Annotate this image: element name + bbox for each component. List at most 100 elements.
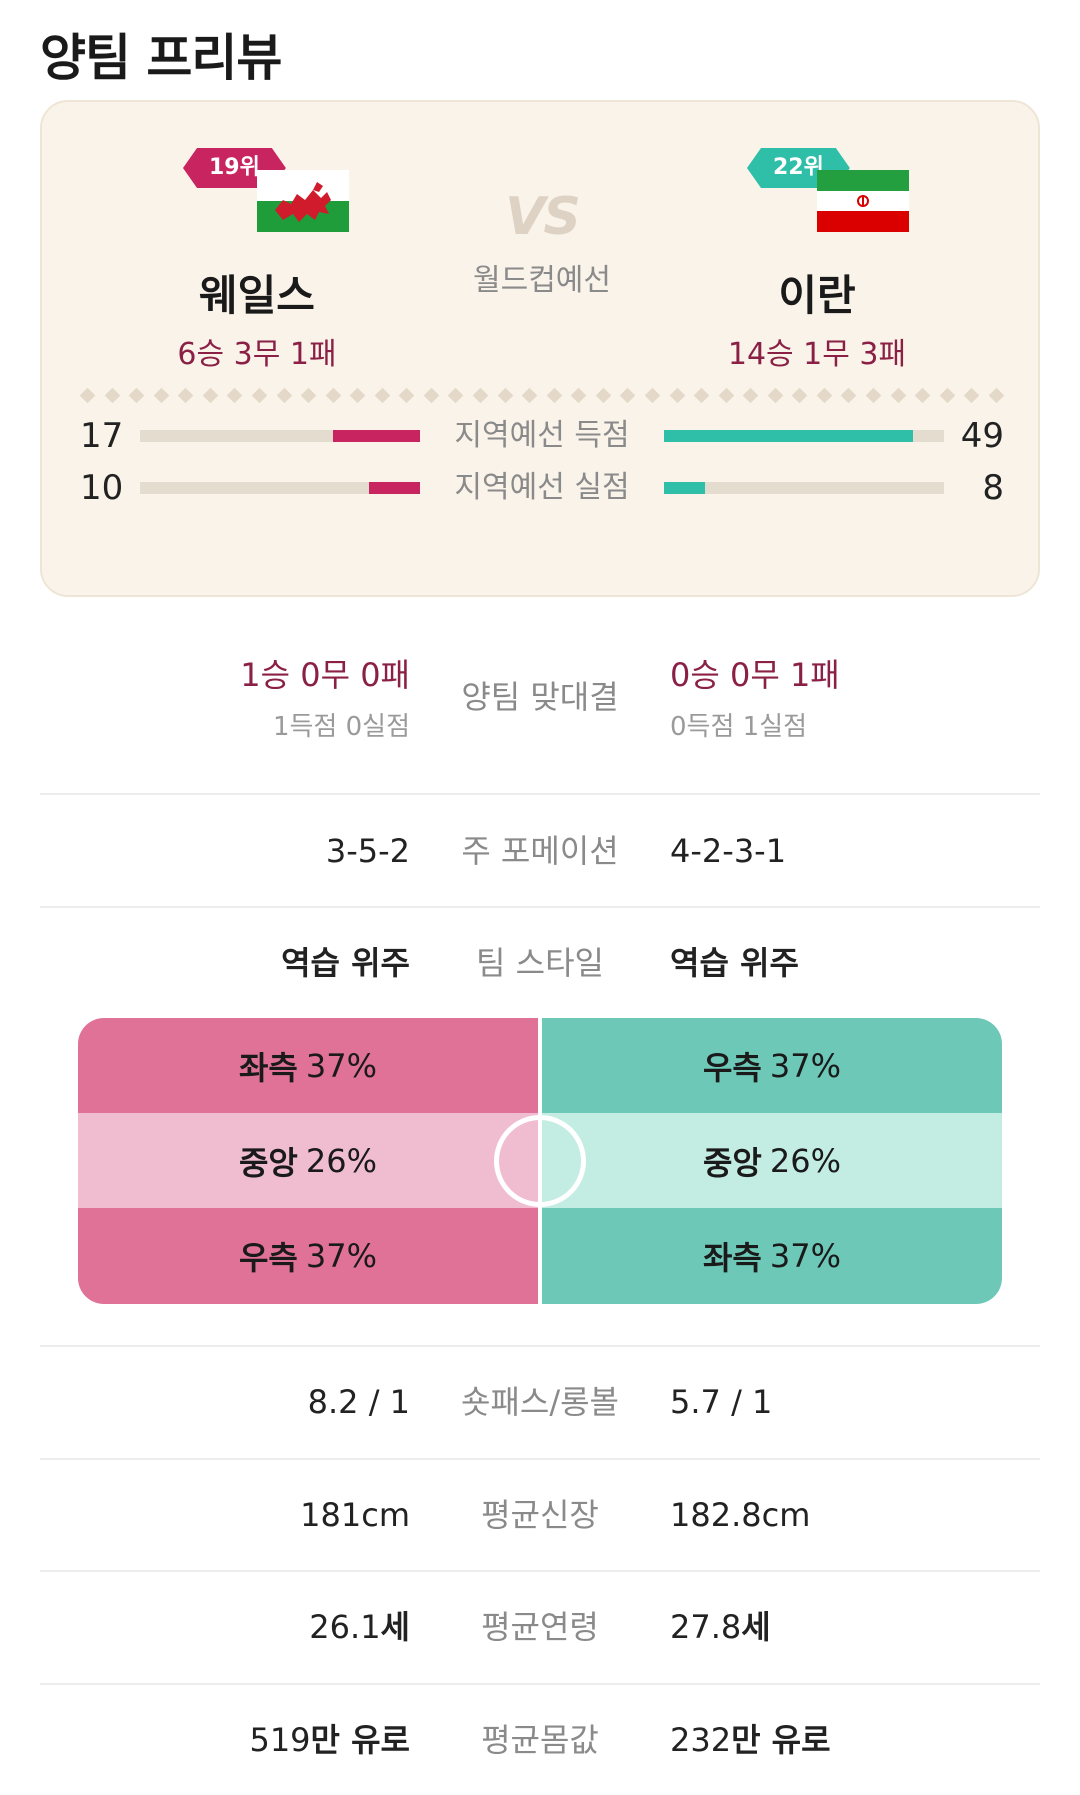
divider-diamond — [546, 387, 562, 403]
home-formation: 3-5-2 — [325, 832, 410, 870]
attack-direction-pitch: 좌측 37% 중앙 26% 우측 37% 우측 37% 중앙 26% 좌측 37% — [78, 1018, 1002, 1304]
away-style: 역습 위주 — [670, 944, 799, 982]
iran-flag-icon — [817, 170, 909, 232]
home-avg-height: 181cm — [300, 1496, 410, 1534]
avg-age-label: 평균연령 — [481, 1608, 599, 1646]
avg-value-label: 평균몸값 — [481, 1721, 599, 1759]
zone-name: 좌측 — [702, 1239, 762, 1277]
formation-row: 3-5-2 주 포메이션 4-2-3-1 — [0, 821, 1080, 881]
divider-diamond — [644, 387, 661, 403]
divider-diamond — [497, 387, 513, 403]
divider — [40, 1570, 1040, 1572]
away-team-record: 14승 1무 3패 — [727, 337, 907, 372]
zone-name: 중앙 — [238, 1143, 298, 1182]
qual-goals-against-label: 지역예선 실점 — [454, 470, 630, 505]
match-preview-card: 19위 웨일스 6승 3무 1패 VS 월드컵예선 22위 이란 — [40, 100, 1040, 597]
zone-pct: 26% — [305, 1141, 377, 1180]
divider-diamond — [914, 387, 931, 403]
head-to-head-row: 1승 0무 0패 1득점 0실점 양팀 맞대결 0승 0무 1패 0득점 1실점 — [0, 650, 1080, 760]
avg-value-row: 519만 유로 평균몸값 232만 유로 — [0, 1710, 1080, 1770]
zone-pct: 37% — [305, 1046, 377, 1085]
divider — [40, 1458, 1040, 1460]
zone-pct: 26% — [769, 1141, 841, 1180]
page-title: 양팀 프리뷰 — [40, 29, 282, 87]
team-style-row: 역습 위주 팀 스타일 역습 위주 — [0, 933, 1080, 993]
avg-height-row: 181cm 평균신장 182.8cm — [0, 1485, 1080, 1545]
home-team-name: 웨일스 — [199, 271, 315, 320]
avg-age-row: 26.1세 평균연령 27.8세 — [0, 1597, 1080, 1657]
avg-height-label: 평균신장 — [481, 1496, 599, 1534]
competition-label: 월드컵예선 — [473, 263, 611, 298]
short-long-row: 8.2 / 1 숏패스/롱볼 5.7 / 1 — [0, 1372, 1080, 1432]
divider-diamond — [399, 387, 415, 403]
divider-diamond — [841, 387, 857, 403]
divider-diamond — [177, 387, 194, 403]
divider-diamond — [890, 387, 906, 403]
zone-pct: 37% — [305, 1237, 377, 1275]
divider — [40, 1345, 1040, 1347]
divider-diamond — [963, 387, 980, 403]
home-avg-value-number: 519 — [249, 1721, 311, 1759]
home-avg-age-unit: 세 — [380, 1608, 410, 1646]
divider-diamond — [693, 387, 710, 403]
qual-goals-for-row: 17 지역예선 득점 49 — [42, 412, 1042, 460]
away-goals-against-fill — [664, 482, 705, 494]
away-attack-zone: 중앙 26% — [542, 1113, 1002, 1208]
decorative-divider — [79, 387, 1005, 403]
home-avg-value-unit: 만 유로 — [310, 1721, 410, 1759]
home-h2h-record: 1승 0무 0패 — [240, 656, 410, 694]
away-team-name: 이란 — [778, 271, 856, 320]
zone-name: 우측 — [238, 1239, 298, 1277]
divider-diamond — [202, 387, 219, 403]
divider-diamond — [448, 387, 464, 403]
home-qual-goals-against: 10 — [80, 468, 124, 508]
home-short-long: 8.2 / 1 — [307, 1383, 410, 1421]
h2h-label: 양팀 맞대결 — [461, 678, 619, 716]
away-team: 22위 이란 14승 1무 3패 — [667, 142, 967, 373]
home-goals-against-fill — [369, 482, 420, 494]
divider-diamond — [570, 387, 587, 403]
away-avg-value: 232만 유로 — [670, 1710, 970, 1770]
divider-diamond — [521, 387, 538, 403]
divider-diamond — [865, 387, 882, 403]
away-h2h-goals: 0득점 1실점 — [670, 712, 808, 742]
zone-name: 중앙 — [702, 1143, 762, 1182]
vs-block: VS 월드컵예선 — [442, 187, 642, 299]
away-qual-goals-against: 8 — [982, 468, 1004, 508]
divider — [40, 1683, 1040, 1685]
away-attack-half: 우측 37% 중앙 26% 좌측 37% — [542, 1018, 1002, 1304]
away-avg-value-number: 232 — [670, 1721, 732, 1759]
divider-diamond — [816, 387, 833, 403]
home-style: 역습 위주 — [281, 944, 410, 982]
away-avg-age: 27.8세 — [670, 1597, 970, 1657]
divider-diamond — [669, 387, 685, 403]
away-avg-height: 182.8cm — [670, 1496, 811, 1534]
divider — [40, 793, 1040, 795]
divider-diamond — [988, 387, 1005, 403]
home-goals-for-bar — [140, 430, 420, 442]
home-attack-zone: 중앙 26% — [78, 1113, 538, 1208]
team-style-label: 팀 스타일 — [476, 944, 604, 982]
divider-diamond — [104, 387, 120, 403]
divider-diamond — [472, 387, 489, 403]
divider-diamond — [349, 387, 366, 403]
divider-diamond — [767, 387, 784, 403]
zone-name: 우측 — [702, 1048, 762, 1087]
qual-goals-for-label: 지역예선 득점 — [454, 418, 630, 453]
home-qual-goals-for: 17 — [80, 416, 124, 456]
pitch-center-circle — [494, 1115, 586, 1207]
away-formation: 4-2-3-1 — [670, 832, 787, 870]
away-avg-age-value: 27.8 — [670, 1608, 742, 1646]
away-attack-zone: 우측 37% — [542, 1018, 1002, 1113]
home-h2h: 1승 0무 0패 1득점 0실점 — [110, 650, 410, 743]
home-avg-age-value: 26.1 — [309, 1608, 381, 1646]
home-team-record: 6승 3무 1패 — [177, 337, 337, 372]
divider-diamond — [300, 387, 317, 403]
away-goals-against-bar — [664, 482, 944, 494]
qual-goals-against-row: 10 지역예선 실점 8 — [42, 464, 1042, 512]
away-avg-age-unit: 세 — [741, 1608, 771, 1646]
zone-pct: 37% — [769, 1237, 841, 1275]
home-attack-zone: 좌측 37% — [78, 1018, 538, 1113]
divider-diamond — [374, 387, 391, 403]
divider-diamond — [276, 387, 292, 403]
